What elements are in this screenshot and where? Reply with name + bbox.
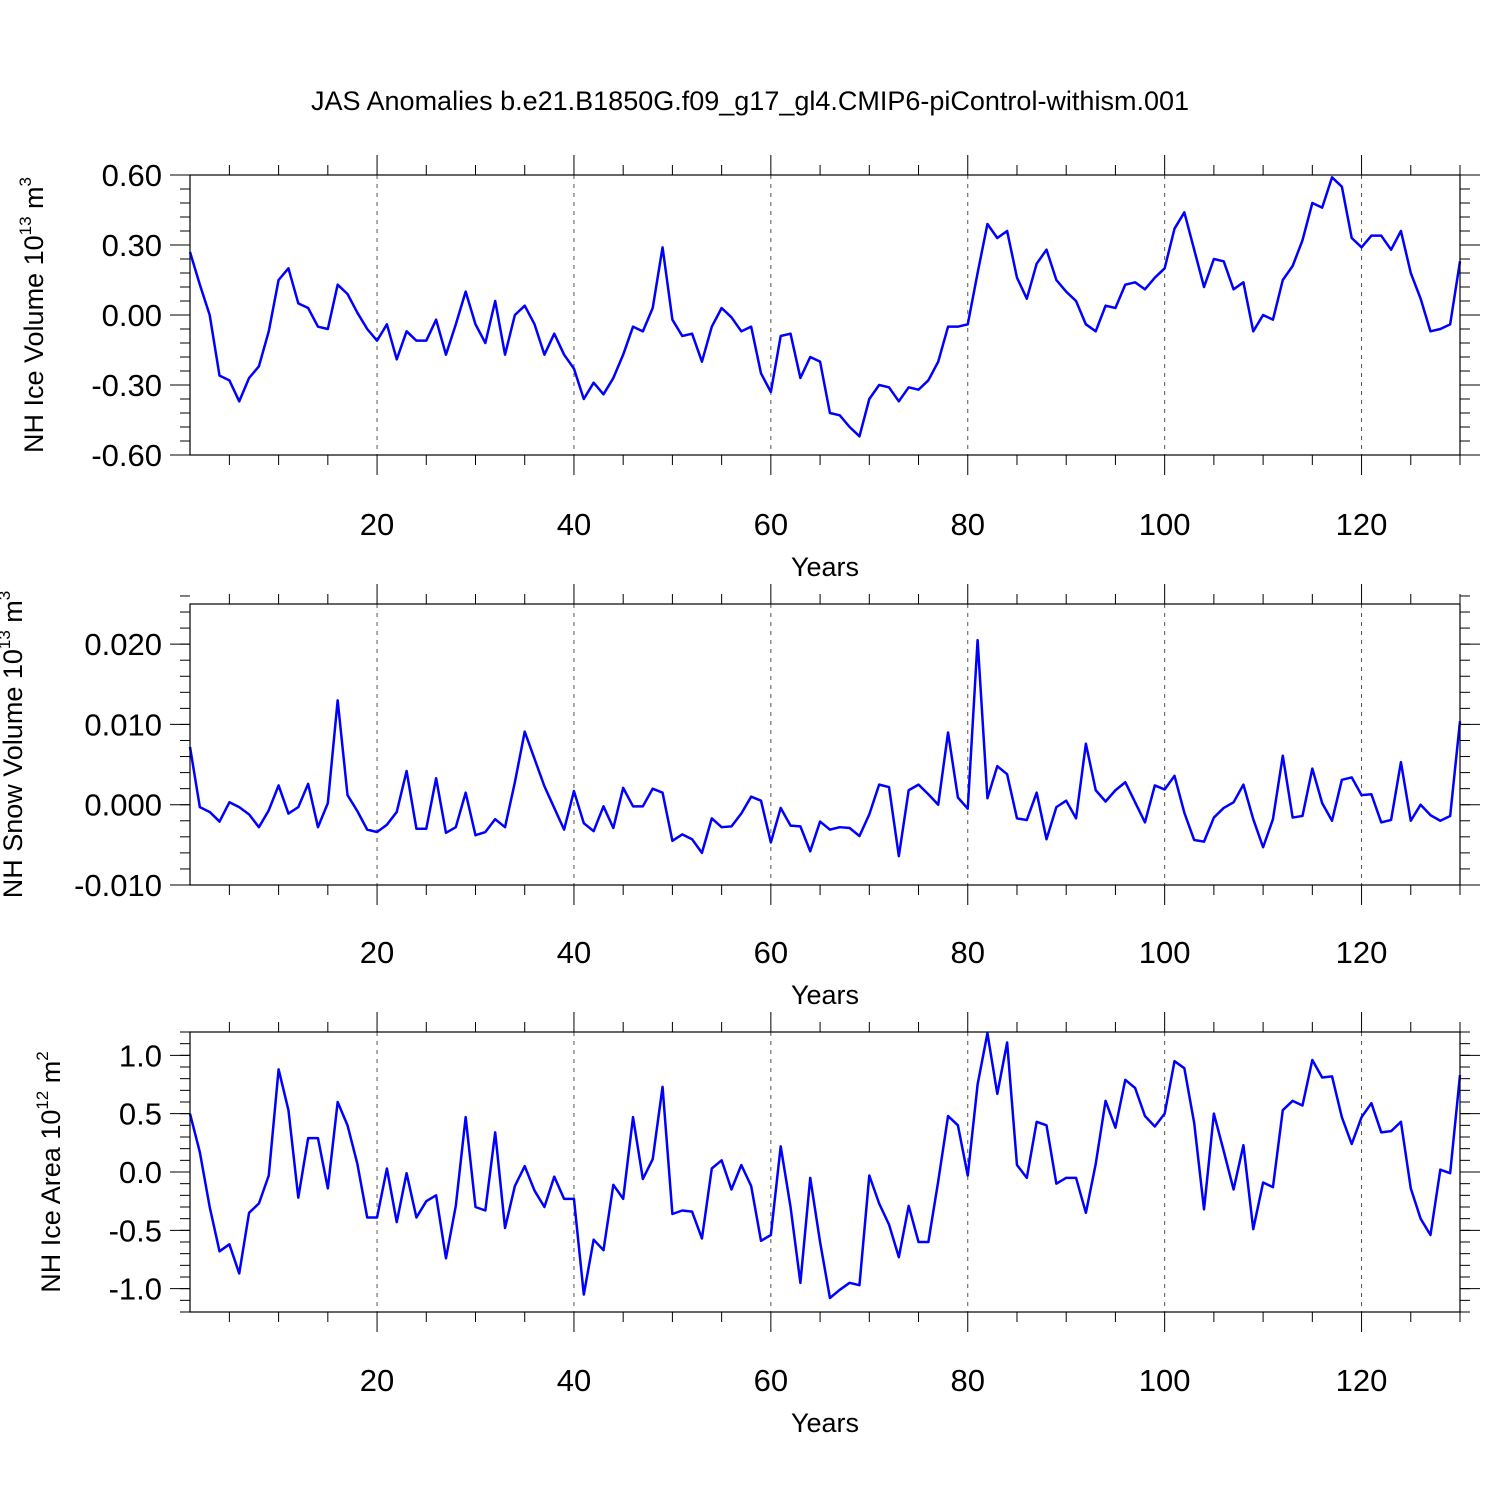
y-tick-label: -0.60 xyxy=(91,438,162,473)
x-tick-label: 20 xyxy=(360,507,394,542)
series-line xyxy=(188,638,1462,858)
y-tick-label: 0.020 xyxy=(84,627,162,662)
x-axis-label: Years xyxy=(791,552,859,582)
panels: 20 40 60 80 100 120 Years -0.60 -0.30 0.00 0.30 0.6… xyxy=(0,155,1480,1438)
x-tick-label: 120 xyxy=(1336,935,1388,970)
y-tick-label: 0.010 xyxy=(84,707,162,742)
x-tick-label: 60 xyxy=(754,507,788,542)
y-tick-label: 1.0 xyxy=(119,1038,162,1073)
x-tick-label: 80 xyxy=(951,507,985,542)
chart-title: JAS Anomalies b.e21.B1850G.f09_g17_gl4.C… xyxy=(311,86,1189,116)
x-tick-label: 120 xyxy=(1336,1363,1388,1398)
y-tick-label: -0.010 xyxy=(74,868,162,903)
x-tick-label: 80 xyxy=(951,935,985,970)
x-tick-label: 80 xyxy=(951,1363,985,1398)
y-tick-label: 0.5 xyxy=(119,1097,162,1132)
plot-frame xyxy=(189,603,1461,886)
x-tick-label: 40 xyxy=(557,507,591,542)
y-axis-label: NH Ice Area 1012 m2 xyxy=(33,1051,66,1292)
y-axis-label: NH Snow Volume 1013 m3 xyxy=(0,591,28,899)
x-tick-label: 60 xyxy=(754,1363,788,1398)
x-tick-label: 100 xyxy=(1139,935,1191,970)
panel-3: 20 40 60 80 100 120 Years -1.0 -0.5 0.0 0.5 1.0 NH I… xyxy=(33,1012,1480,1438)
panel-2: 20 40 60 80 100 120 Years -0.010 0.000 0.010 0.020… xyxy=(0,584,1480,1010)
y-tick-label: 0.000 xyxy=(84,788,162,823)
y-tick-label: -0.5 xyxy=(109,1213,162,1248)
y-axis-label: NH Ice Volume 1013 m3 xyxy=(16,177,49,453)
x-axis-label: Years xyxy=(791,1408,859,1438)
x-tick-label: 100 xyxy=(1139,507,1191,542)
y-tick-label: 0.30 xyxy=(102,228,162,263)
x-tick-label: 120 xyxy=(1336,507,1388,542)
panel-1: 20 40 60 80 100 120 Years -0.60 -0.30 0.00 0.30 0.6… xyxy=(16,155,1480,582)
y-tick-label: 0.00 xyxy=(102,298,162,333)
y-tick-label: -0.30 xyxy=(91,368,162,403)
series-line xyxy=(188,1031,1462,1300)
x-tick-label: 100 xyxy=(1139,1363,1191,1398)
x-tick-label: 40 xyxy=(557,1363,591,1398)
x-tick-label: 20 xyxy=(360,1363,394,1398)
plot-frame xyxy=(189,174,1461,456)
x-tick-label: 60 xyxy=(754,935,788,970)
x-tick-label: 40 xyxy=(557,935,591,970)
y-tick-label: -1.0 xyxy=(109,1272,162,1307)
x-tick-label: 20 xyxy=(360,935,394,970)
x-axis-label: Years xyxy=(791,980,859,1010)
series-line xyxy=(188,176,1462,438)
y-tick-label: 0.60 xyxy=(102,158,162,193)
y-tick-label: 0.0 xyxy=(119,1155,162,1190)
